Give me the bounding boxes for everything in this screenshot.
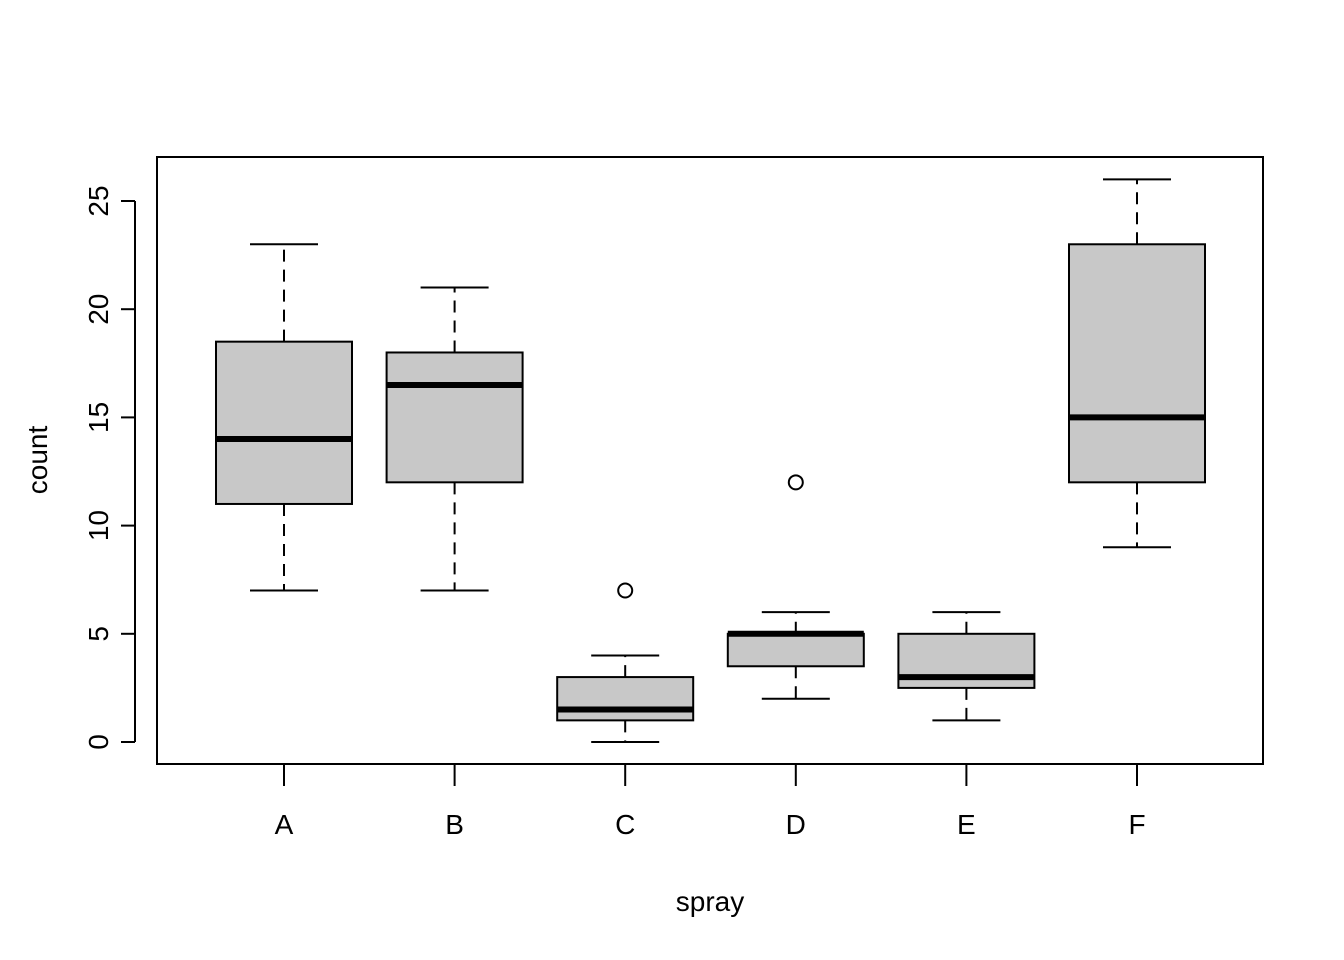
y-axis: 0 5 10 15 20 25: [83, 185, 136, 750]
box-c: [556, 582, 695, 743]
x-tick-label: A: [275, 809, 294, 840]
box-rect: [1068, 243, 1206, 484]
y-tick-label: 10: [83, 510, 114, 541]
box-rect: [385, 351, 524, 484]
outlier-point: [617, 582, 634, 599]
y-tick-label: 20: [83, 294, 114, 325]
box-rect: [556, 676, 695, 722]
box-b: [385, 286, 524, 592]
box-e: [897, 611, 1036, 722]
box-d: [726, 474, 865, 700]
box-a: [215, 243, 353, 592]
x-axis: A B C D E F: [275, 764, 1146, 840]
y-tick-label: 25: [83, 185, 114, 216]
outlier-point: [787, 474, 804, 491]
boxes-group: [215, 178, 1206, 743]
x-tick-label: B: [445, 809, 464, 840]
x-tick-label: C: [615, 809, 635, 840]
x-tick-label: F: [1128, 809, 1145, 840]
x-axis-title: spray: [676, 886, 744, 917]
box-f: [1068, 178, 1206, 549]
y-tick-label: 5: [83, 626, 114, 642]
plot-frame: [156, 156, 1264, 765]
x-tick-label: D: [786, 809, 806, 840]
y-tick-label: 0: [83, 734, 114, 750]
box-rect: [215, 340, 353, 505]
y-axis-title: count: [22, 426, 53, 495]
x-tick-label: E: [957, 809, 976, 840]
y-tick-label: 15: [83, 402, 114, 433]
box-rect: [726, 632, 865, 668]
